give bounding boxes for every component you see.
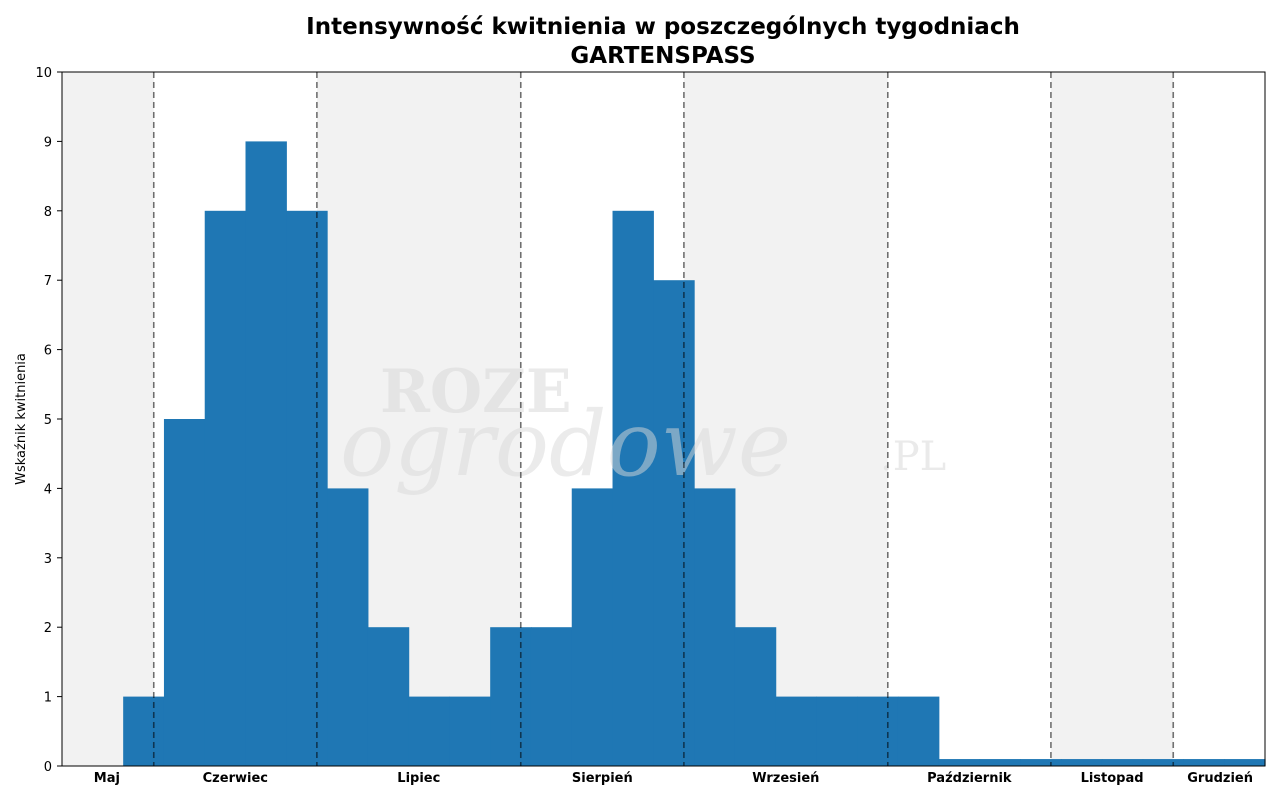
y-tick-label-6: 6 [44, 344, 52, 359]
bar-week-25 [1061, 759, 1103, 766]
month-separators [152, 72, 1175, 766]
bar-week-8 [367, 627, 410, 766]
bar-week-2 [123, 696, 165, 766]
month-label-2: Lipiec [397, 771, 440, 786]
month-label-4: Wrzesień [752, 771, 819, 786]
bars [123, 141, 1266, 767]
bar-week-6 [286, 210, 328, 767]
bar-week-14 [612, 210, 654, 767]
bar-week-5 [245, 141, 287, 766]
month-label-1: Czerwiec [203, 771, 268, 786]
month-shading [62, 72, 1174, 766]
bar-week-7 [327, 488, 369, 766]
month-shade-6 [1050, 72, 1174, 766]
y-tick-label-2: 2 [44, 621, 52, 636]
month-label-5: Październik [927, 771, 1012, 786]
bar-week-19 [816, 696, 858, 766]
month-label-7: Grudzień [1187, 771, 1253, 786]
month-label-3: Sierpień [572, 771, 633, 786]
y-axis-label: Wskaźnik kwitnienia [14, 353, 29, 485]
chart-subtitle: GARTENSPASS [570, 43, 755, 69]
y-axis: 0 1 2 3 4 5 6 7 8 9 10 [35, 66, 62, 775]
bar-week-17 [734, 627, 777, 766]
bar-week-10 [449, 696, 491, 766]
bar-week-27 [1142, 759, 1185, 766]
month-label-6: Listopad [1081, 771, 1144, 786]
bar-week-13 [571, 488, 614, 766]
y-tick-label-10: 10 [35, 66, 52, 81]
y-tick-label-7: 7 [44, 274, 52, 289]
watermark: ROZE ogrodowe .PL [340, 357, 946, 497]
bar-week-18 [775, 696, 818, 766]
bar-week-21 [897, 696, 940, 766]
bar-week-3 [163, 419, 206, 766]
watermark-line2: ogrodowe [340, 392, 791, 497]
bar-week-24 [1020, 759, 1062, 766]
bar-week-4 [204, 210, 247, 767]
bar-week-9 [408, 696, 451, 766]
bar-week-28 [1183, 759, 1225, 766]
y-tick-label-1: 1 [44, 691, 52, 706]
watermark-line3: .PL [880, 434, 946, 480]
bar-week-29 [1224, 759, 1266, 766]
y-tick-label-0: 0 [44, 760, 52, 775]
chart-title: Intensywność kwitnienia w poszczególnych… [306, 14, 1020, 40]
y-tick-label-4: 4 [44, 482, 52, 497]
bar-week-26 [1101, 759, 1144, 766]
month-label-0: Maj [94, 771, 120, 786]
bar-week-11 [490, 627, 532, 766]
bar-week-16 [694, 488, 736, 766]
month-shade-0 [62, 72, 154, 766]
bar-week-15 [653, 280, 695, 766]
y-tick-label-8: 8 [44, 205, 52, 220]
x-axis: Maj Czerwiec Lipiec Sierpień Wrzesień Paździe… [94, 771, 1253, 786]
bar-week-22 [938, 759, 981, 766]
bar-week-20 [857, 696, 899, 766]
y-tick-label-9: 9 [44, 135, 52, 150]
y-tick-label-5: 5 [44, 413, 52, 428]
bar-week-12 [530, 627, 573, 766]
y-tick-label-3: 3 [44, 552, 52, 567]
watermark-line1: ROZE [380, 357, 572, 427]
bar-week-23 [979, 759, 1021, 766]
